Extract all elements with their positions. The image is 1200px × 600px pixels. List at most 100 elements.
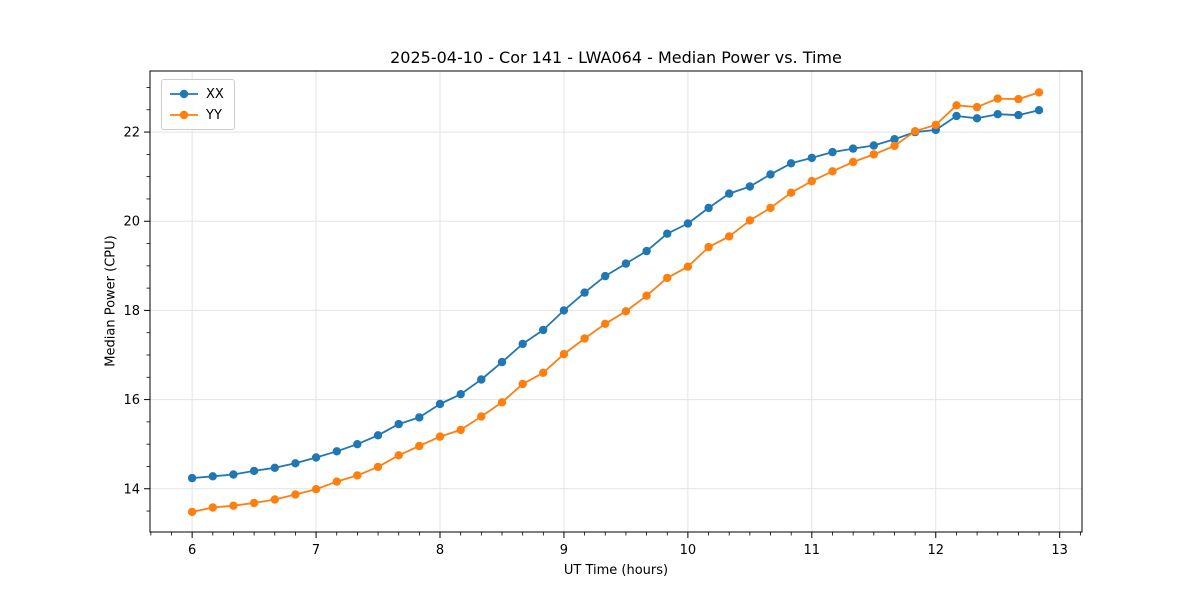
series-XX-point [477,375,486,384]
series-XX-point [539,325,548,335]
series-YY-point [497,398,507,407]
series-XX-point [518,339,527,349]
x-tick-label: 9 [560,543,568,558]
series-YY-line [191,91,1040,513]
series-XX-point [497,357,507,367]
series-YY-point [332,477,341,486]
series-XX-point [187,473,197,483]
series-YY-point [229,501,238,510]
legend-label-YY: YY [206,107,222,123]
series-XX-point [890,135,899,144]
series-YY-point [435,432,445,441]
x-tick-label: 8 [436,543,444,558]
series-YY-point [642,291,651,300]
series-XX-point [559,306,569,315]
legend: XX YY [161,79,235,130]
y-tick-label: 20 [123,215,140,230]
series-YY-point [1034,88,1044,97]
series-YY-point [745,216,755,225]
series-XX-point [1034,106,1044,115]
series-XX-point [993,110,1002,119]
series-XX-point [373,431,383,440]
legend-item-YY[interactable]: YY [169,105,224,125]
series-YY-point [187,507,197,517]
series-XX-point [972,114,982,123]
series-XX-point [745,182,755,191]
series-XX-point [601,271,610,281]
series-YY-point [1014,94,1023,104]
series-YY-point [249,498,259,508]
x-tick-label: 10 [680,543,697,558]
y-tick-label: 14 [123,482,140,497]
series-YY-point [456,425,465,435]
y-tick-label: 16 [123,393,140,408]
series-XX-point [766,170,775,179]
y-tick-label: 22 [123,126,140,141]
x-tick-label: 11 [804,543,821,558]
x-tick-label: 7 [312,543,320,558]
series-XX [187,106,1044,483]
series-YY-point [601,319,610,328]
series-YY-point [786,188,796,197]
series-XX-point [229,470,238,479]
series-YY-point [910,127,920,136]
series-XX-point [1014,110,1023,120]
x-axis-label: UT Time (hours) [563,563,669,578]
series-YY-point [704,242,713,252]
series-XX-point [807,153,816,163]
x-tick-label: 12 [927,543,944,558]
series-YY-point [621,307,631,316]
series-YY-point [415,441,424,451]
series-XX-point [621,259,631,268]
series-XX-line [192,109,1040,479]
series-YY-point [848,157,858,167]
legend-sample-YY-icon [170,110,198,120]
series-XX-point [828,147,837,157]
series-YY-point [291,490,300,499]
series-YY-point [972,102,982,112]
series-YY-point [869,150,878,159]
series-XX-point [704,203,713,213]
series-YY-point [539,368,548,377]
series-YY-point [518,379,527,389]
series-YY-point [807,176,816,186]
series-XX-point [580,288,589,297]
series-YY-point [890,141,899,151]
series-XX-point [786,159,796,168]
series-XX-point [332,447,341,456]
series-XX-point [291,459,300,468]
series-YY-point [828,167,837,176]
series-XX-point [249,466,259,476]
series-YY [187,88,1044,517]
series-XX-point [435,399,445,409]
axis-ticks: 6 7 8 9 10 11 12 13 14 16 18 20 22 [123,87,1081,558]
series-YY-point [766,203,775,213]
series-XX-point [642,246,651,256]
series-YY-point [559,349,569,359]
gridlines [150,71,1082,532]
series-YY-point [952,101,961,110]
x-tick-label: 13 [1051,543,1068,558]
series-XX-point [208,472,217,481]
chart-title: 2025-04-10 - Cor 141 - LWA064 - Median P… [390,48,842,67]
series-YY-point [580,334,589,343]
legend-item-XX[interactable]: XX [169,84,224,104]
series-XX-point [270,463,279,472]
series-XX-point [311,453,321,462]
series-XX-point [869,141,878,150]
series-XX-point [663,229,672,238]
plot-border [149,70,1083,533]
series-YY-point [725,232,734,241]
series-XX-point [725,189,734,198]
series-XX-point [683,219,693,228]
series-YY-point [270,495,279,504]
series-YY-point [683,262,693,271]
series-YY-point [311,485,321,494]
series-YY-point [353,471,362,480]
y-tick-label: 18 [123,304,140,319]
series-YY-point [663,273,672,283]
series-XX-point [848,144,858,153]
series-XX-point [415,413,424,422]
